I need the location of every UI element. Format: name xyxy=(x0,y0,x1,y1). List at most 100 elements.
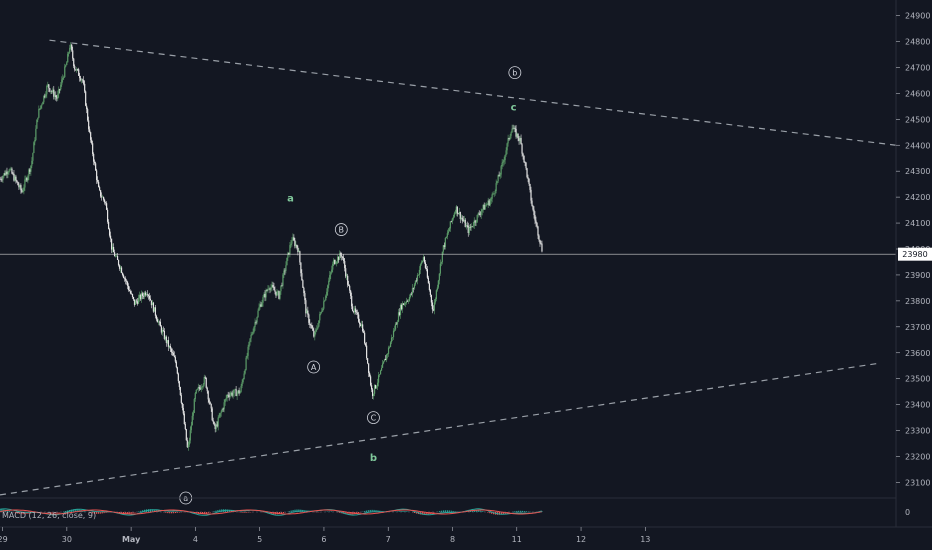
candle xyxy=(458,207,460,216)
candle xyxy=(213,421,215,426)
candle xyxy=(361,320,363,328)
candle xyxy=(385,353,388,363)
price-tick-label: 23200 xyxy=(905,453,930,462)
wave-label-circled[interactable]: b xyxy=(508,66,522,80)
candle xyxy=(212,417,214,424)
candle xyxy=(307,306,309,318)
candle xyxy=(150,300,153,309)
candle xyxy=(249,338,251,346)
wave-label-circled[interactable]: C xyxy=(367,411,380,424)
macd-pane[interactable] xyxy=(0,508,543,516)
candles xyxy=(0,42,543,451)
candle xyxy=(362,320,364,333)
candle xyxy=(245,355,247,371)
candle xyxy=(273,282,275,291)
candle xyxy=(429,288,431,298)
candle xyxy=(149,295,152,301)
candle xyxy=(137,294,140,305)
candle xyxy=(204,375,206,380)
candle xyxy=(415,277,418,283)
candle xyxy=(210,403,212,412)
candle xyxy=(65,64,67,68)
candle xyxy=(64,63,66,78)
current-price-tag: 23980 xyxy=(898,247,932,261)
svg-text:C: C xyxy=(371,414,377,423)
candle xyxy=(22,187,24,193)
candle xyxy=(433,299,435,315)
candle xyxy=(537,225,539,240)
price-axis[interactable]: 23100 23200 23300 23400 23500 23600 23700 23800… xyxy=(896,12,930,488)
candle xyxy=(482,203,484,213)
candle xyxy=(337,254,339,265)
wave-label[interactable]: b xyxy=(370,453,377,464)
candle xyxy=(280,285,282,295)
candle xyxy=(84,80,86,94)
candle xyxy=(179,386,181,396)
candle xyxy=(219,413,221,418)
candle xyxy=(467,222,469,237)
candle xyxy=(231,390,233,398)
candle xyxy=(178,380,180,390)
candle xyxy=(156,317,159,323)
candle xyxy=(330,271,332,280)
candle xyxy=(86,103,88,114)
candle xyxy=(94,159,96,166)
candle xyxy=(519,136,521,144)
candle xyxy=(392,328,395,340)
wave-label-circled[interactable]: A xyxy=(307,360,321,374)
candle xyxy=(311,322,313,329)
candle xyxy=(224,399,226,406)
wave-label[interactable]: a xyxy=(287,193,294,204)
candle xyxy=(46,84,48,99)
candle xyxy=(117,259,120,267)
candle xyxy=(349,284,351,294)
candle xyxy=(296,244,298,250)
candle xyxy=(446,229,448,240)
candle xyxy=(122,273,125,279)
trendline[interactable] xyxy=(0,362,881,496)
time-axis[interactable]: 29 30 May 4 5 6 7 8 11 12 13 xyxy=(0,527,650,544)
candle xyxy=(491,192,493,203)
candle xyxy=(435,289,437,302)
candle xyxy=(170,347,172,356)
candle xyxy=(441,251,443,265)
candle xyxy=(329,270,331,282)
candle xyxy=(499,172,501,180)
candle xyxy=(463,215,465,223)
candle xyxy=(309,319,311,329)
candle xyxy=(380,365,383,371)
candle xyxy=(109,231,112,243)
candle xyxy=(298,247,300,253)
candle xyxy=(315,327,317,335)
candle xyxy=(375,385,378,390)
candle xyxy=(539,239,541,247)
candle xyxy=(442,244,444,255)
candle xyxy=(266,289,268,292)
candle xyxy=(263,292,265,298)
candle xyxy=(506,142,508,155)
candle xyxy=(187,441,189,451)
candle xyxy=(151,299,154,306)
candle xyxy=(260,301,262,308)
candle xyxy=(198,384,200,392)
candle xyxy=(431,300,433,314)
candle xyxy=(169,343,171,353)
candle xyxy=(357,309,359,319)
price-tick-label: 23700 xyxy=(905,323,930,332)
candle xyxy=(114,254,117,258)
candle xyxy=(120,266,123,274)
candle xyxy=(430,294,432,307)
candle xyxy=(393,325,396,333)
candle xyxy=(523,155,525,163)
candle xyxy=(387,345,390,357)
candle xyxy=(531,197,533,207)
wave-label[interactable]: c xyxy=(511,103,517,114)
price-tick-label: 24200 xyxy=(905,193,930,202)
candle xyxy=(304,290,306,305)
wave-label-circled[interactable]: B xyxy=(334,223,348,236)
time-tick-label: 8 xyxy=(450,535,455,544)
candle xyxy=(438,273,440,285)
price-tick-label: 24400 xyxy=(905,141,930,150)
candle xyxy=(98,179,100,188)
